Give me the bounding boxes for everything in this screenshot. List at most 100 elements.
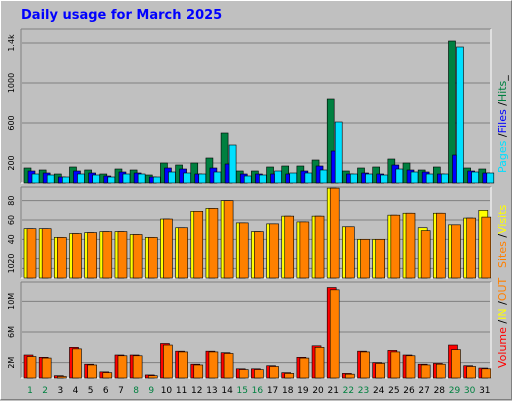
bar-out-day-27 xyxy=(420,364,431,379)
x-tick-label-day-23: 23 xyxy=(358,386,369,396)
bar-sites-day-22 xyxy=(345,226,355,279)
bar-pages-day-22 xyxy=(350,173,358,184)
bar-sites-day-6 xyxy=(102,231,113,279)
legend-part: / xyxy=(496,301,509,308)
bar-out-day-23 xyxy=(360,351,370,379)
bar-out-day-20 xyxy=(314,347,325,379)
bar-sites-day-12 xyxy=(193,211,204,279)
bar-hits-day-21 xyxy=(326,98,335,184)
bar-sites-day-2 xyxy=(41,228,52,279)
bar-pages-day-8 xyxy=(137,173,146,184)
y-tick-label: 2M xyxy=(7,357,16,369)
bar-sites-day-21 xyxy=(329,187,340,279)
bar-sites-day-14 xyxy=(223,200,234,279)
x-tick-label-day-8: 8 xyxy=(133,386,139,396)
x-tick-label-day-30: 30 xyxy=(464,386,476,396)
y-axis-legend: Pages /Files /Hits_ xyxy=(496,75,509,173)
bar-pages-day-26 xyxy=(410,171,419,184)
y-tick-label: 1000 xyxy=(7,73,16,93)
y-axis-legend: Sites /Visits xyxy=(496,204,509,268)
legend-part: Hits xyxy=(496,80,509,102)
x-tick-label-day-1: 1 xyxy=(27,386,33,396)
bar-pages-day-30 xyxy=(471,171,479,184)
bar-pages-day-21 xyxy=(334,121,343,184)
bar-out-day-6 xyxy=(102,372,113,379)
bar-sites-day-5 xyxy=(87,232,97,279)
legend-part: Pages xyxy=(496,140,509,173)
legend-part: / xyxy=(496,102,509,109)
legend-part: OUT xyxy=(496,277,509,301)
x-tick-label-day-20: 20 xyxy=(312,386,324,396)
y-tick-label: 20 xyxy=(7,254,16,264)
bar-sites-day-29 xyxy=(451,224,461,279)
bar-hits-day-14 xyxy=(220,132,229,184)
series-out xyxy=(26,289,492,379)
y-tick-label: 6M xyxy=(7,326,16,338)
bar-sites-day-16 xyxy=(254,231,264,279)
bar-out-day-28 xyxy=(436,363,446,379)
bar-pages-day-23 xyxy=(365,173,373,184)
legend-part: _ xyxy=(496,75,509,82)
y-tick-label: 200 xyxy=(7,155,16,170)
x-tick-label-day-5: 5 xyxy=(88,386,94,396)
bar-sites-day-20 xyxy=(314,215,325,279)
x-tick-label-day-10: 10 xyxy=(161,386,173,396)
bar-out-day-26 xyxy=(405,355,416,379)
bar-sites-day-23 xyxy=(360,239,370,279)
bar-out-day-7 xyxy=(117,355,128,379)
bar-pages-day-31 xyxy=(486,172,495,184)
bar-out-day-19 xyxy=(299,357,310,379)
bar-out-day-3 xyxy=(57,376,67,379)
y-tick-label: 10M xyxy=(7,293,16,310)
bar-pages-day-17 xyxy=(274,170,282,184)
bar-pages-day-18 xyxy=(289,172,298,184)
bar-pages-day-15 xyxy=(243,175,252,184)
x-tick-label-day-28: 28 xyxy=(434,386,446,396)
bar-pages-day-11 xyxy=(183,172,191,184)
x-tick-label-day-11: 11 xyxy=(176,386,187,396)
legend-part: Sites xyxy=(496,241,509,268)
x-tick-label-day-29: 29 xyxy=(449,386,461,396)
x-tick-label-day-16: 16 xyxy=(252,386,264,396)
x-tick-label-day-14: 14 xyxy=(221,386,233,396)
x-tick-label-day-9: 9 xyxy=(148,386,154,396)
bar-pages-day-28 xyxy=(441,173,449,184)
bar-sites-day-10 xyxy=(163,218,173,279)
x-tick-label-day-27: 27 xyxy=(418,386,429,396)
x-tick-label-day-21: 21 xyxy=(327,386,338,396)
panel-background xyxy=(21,29,491,183)
panel-background xyxy=(21,282,491,378)
x-tick-label-day-7: 7 xyxy=(118,386,124,396)
bar-sites-day-17 xyxy=(269,223,279,279)
bar-sites-day-11 xyxy=(178,227,188,279)
bar-out-day-31 xyxy=(481,368,492,379)
series-sites xyxy=(26,187,492,279)
bar-sites-day-13 xyxy=(208,208,219,279)
bar-sites-day-25 xyxy=(390,214,401,279)
bar-pages-day-20 xyxy=(319,169,328,184)
bar-out-day-25 xyxy=(390,351,401,379)
bar-pages-day-12 xyxy=(198,173,207,184)
y-tick-label: 600 xyxy=(7,115,16,130)
bar-pages-day-16 xyxy=(259,174,267,184)
legend-part: Visits xyxy=(496,204,509,233)
x-tick-label-day-17: 17 xyxy=(267,386,278,396)
bar-out-day-16 xyxy=(254,369,264,379)
bar-out-day-8 xyxy=(132,355,143,379)
bar-out-day-12 xyxy=(193,364,204,379)
x-tick-label-day-31: 31 xyxy=(479,386,490,396)
bar-out-day-21 xyxy=(329,289,340,379)
x-tick-label-day-6: 6 xyxy=(103,386,109,396)
bar-pages-day-10 xyxy=(168,171,176,184)
x-tick-label-day-12: 12 xyxy=(191,386,202,396)
x-tick-label-day-15: 15 xyxy=(237,386,248,396)
bar-out-day-1 xyxy=(26,356,37,379)
y-tick-label: 40 xyxy=(7,234,16,244)
bar-pages-day-7 xyxy=(122,173,131,184)
bar-sites-day-3 xyxy=(57,237,67,279)
bar-out-day-18 xyxy=(284,373,295,379)
bar-sites-day-27 xyxy=(420,230,431,279)
legend-part: Volume xyxy=(496,327,509,368)
